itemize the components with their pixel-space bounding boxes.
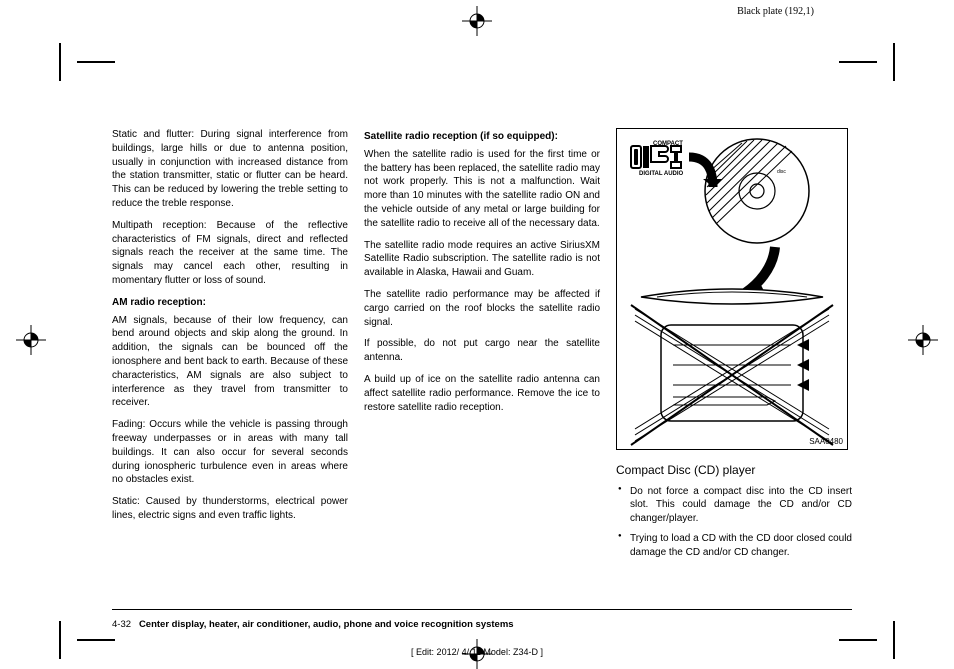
registration-mark-icon	[908, 325, 938, 355]
registration-mark-icon	[16, 325, 46, 355]
column-right: COMPACT DIGITAL AUDIO	[616, 128, 852, 566]
page-number: 4-32	[112, 619, 131, 630]
edit-stamp: [ Edit: 2012/ 4/ 11 Model: Z34-D ]	[0, 647, 954, 657]
figure-code: SAA0480	[809, 436, 843, 447]
crop-mark	[77, 61, 115, 63]
crop-mark	[839, 61, 877, 63]
paragraph: A build up of ice on the satellite radio…	[364, 373, 600, 414]
paragraph: The satellite radio mode requires an act…	[364, 239, 600, 280]
heading-satellite-radio: Satellite radio reception (if so equippe…	[364, 130, 600, 144]
list-item: Trying to load a CD with the CD door clo…	[616, 532, 852, 560]
crop-mark	[893, 43, 895, 81]
section-title: Center display, heater, air conditioner,…	[139, 619, 514, 630]
registration-mark-icon	[462, 6, 492, 36]
paragraph: AM signals, because of their low frequen…	[112, 314, 348, 411]
list-item: Do not force a compact disc into the CD …	[616, 485, 852, 526]
crop-mark	[77, 639, 115, 641]
page-footer: 4-32 Center display, heater, air conditi…	[112, 609, 852, 632]
paragraph: Fading: Occurs while the vehicle is pass…	[112, 418, 348, 487]
paragraph: Multipath reception: Because of the refl…	[112, 219, 348, 288]
figure-caption: Compact Disc (CD) player	[616, 462, 852, 479]
crop-mark	[839, 639, 877, 641]
column-left: Static and flutter: During signal interf…	[112, 128, 348, 566]
paragraph: Static: Caused by thunderstorms, electri…	[112, 495, 348, 523]
column-middle: Satellite radio reception (if so equippe…	[364, 128, 600, 566]
bullet-list: Do not force a compact disc into the CD …	[616, 485, 852, 560]
paragraph: When the satellite radio is used for the…	[364, 148, 600, 231]
content-area: Static and flutter: During signal interf…	[112, 128, 852, 566]
paragraph: If possible, do not put cargo near the s…	[364, 337, 600, 365]
svg-text:disc: disc	[777, 169, 786, 175]
cd-figure: COMPACT DIGITAL AUDIO	[616, 128, 848, 450]
page: Black plate (192,1) Static and flutter: …	[0, 0, 954, 661]
crop-mark	[59, 43, 61, 81]
paragraph: Static and flutter: During signal interf…	[112, 128, 348, 211]
plate-label: Black plate (192,1)	[737, 6, 814, 17]
svg-text:DIGITAL AUDIO: DIGITAL AUDIO	[639, 171, 684, 177]
heading-am-radio: AM radio reception:	[112, 296, 348, 310]
footer-text: 4-32 Center display, heater, air conditi…	[112, 619, 514, 630]
cd-diagram-icon: COMPACT DIGITAL AUDIO	[617, 129, 847, 449]
paragraph: The satellite radio performance may be a…	[364, 288, 600, 329]
